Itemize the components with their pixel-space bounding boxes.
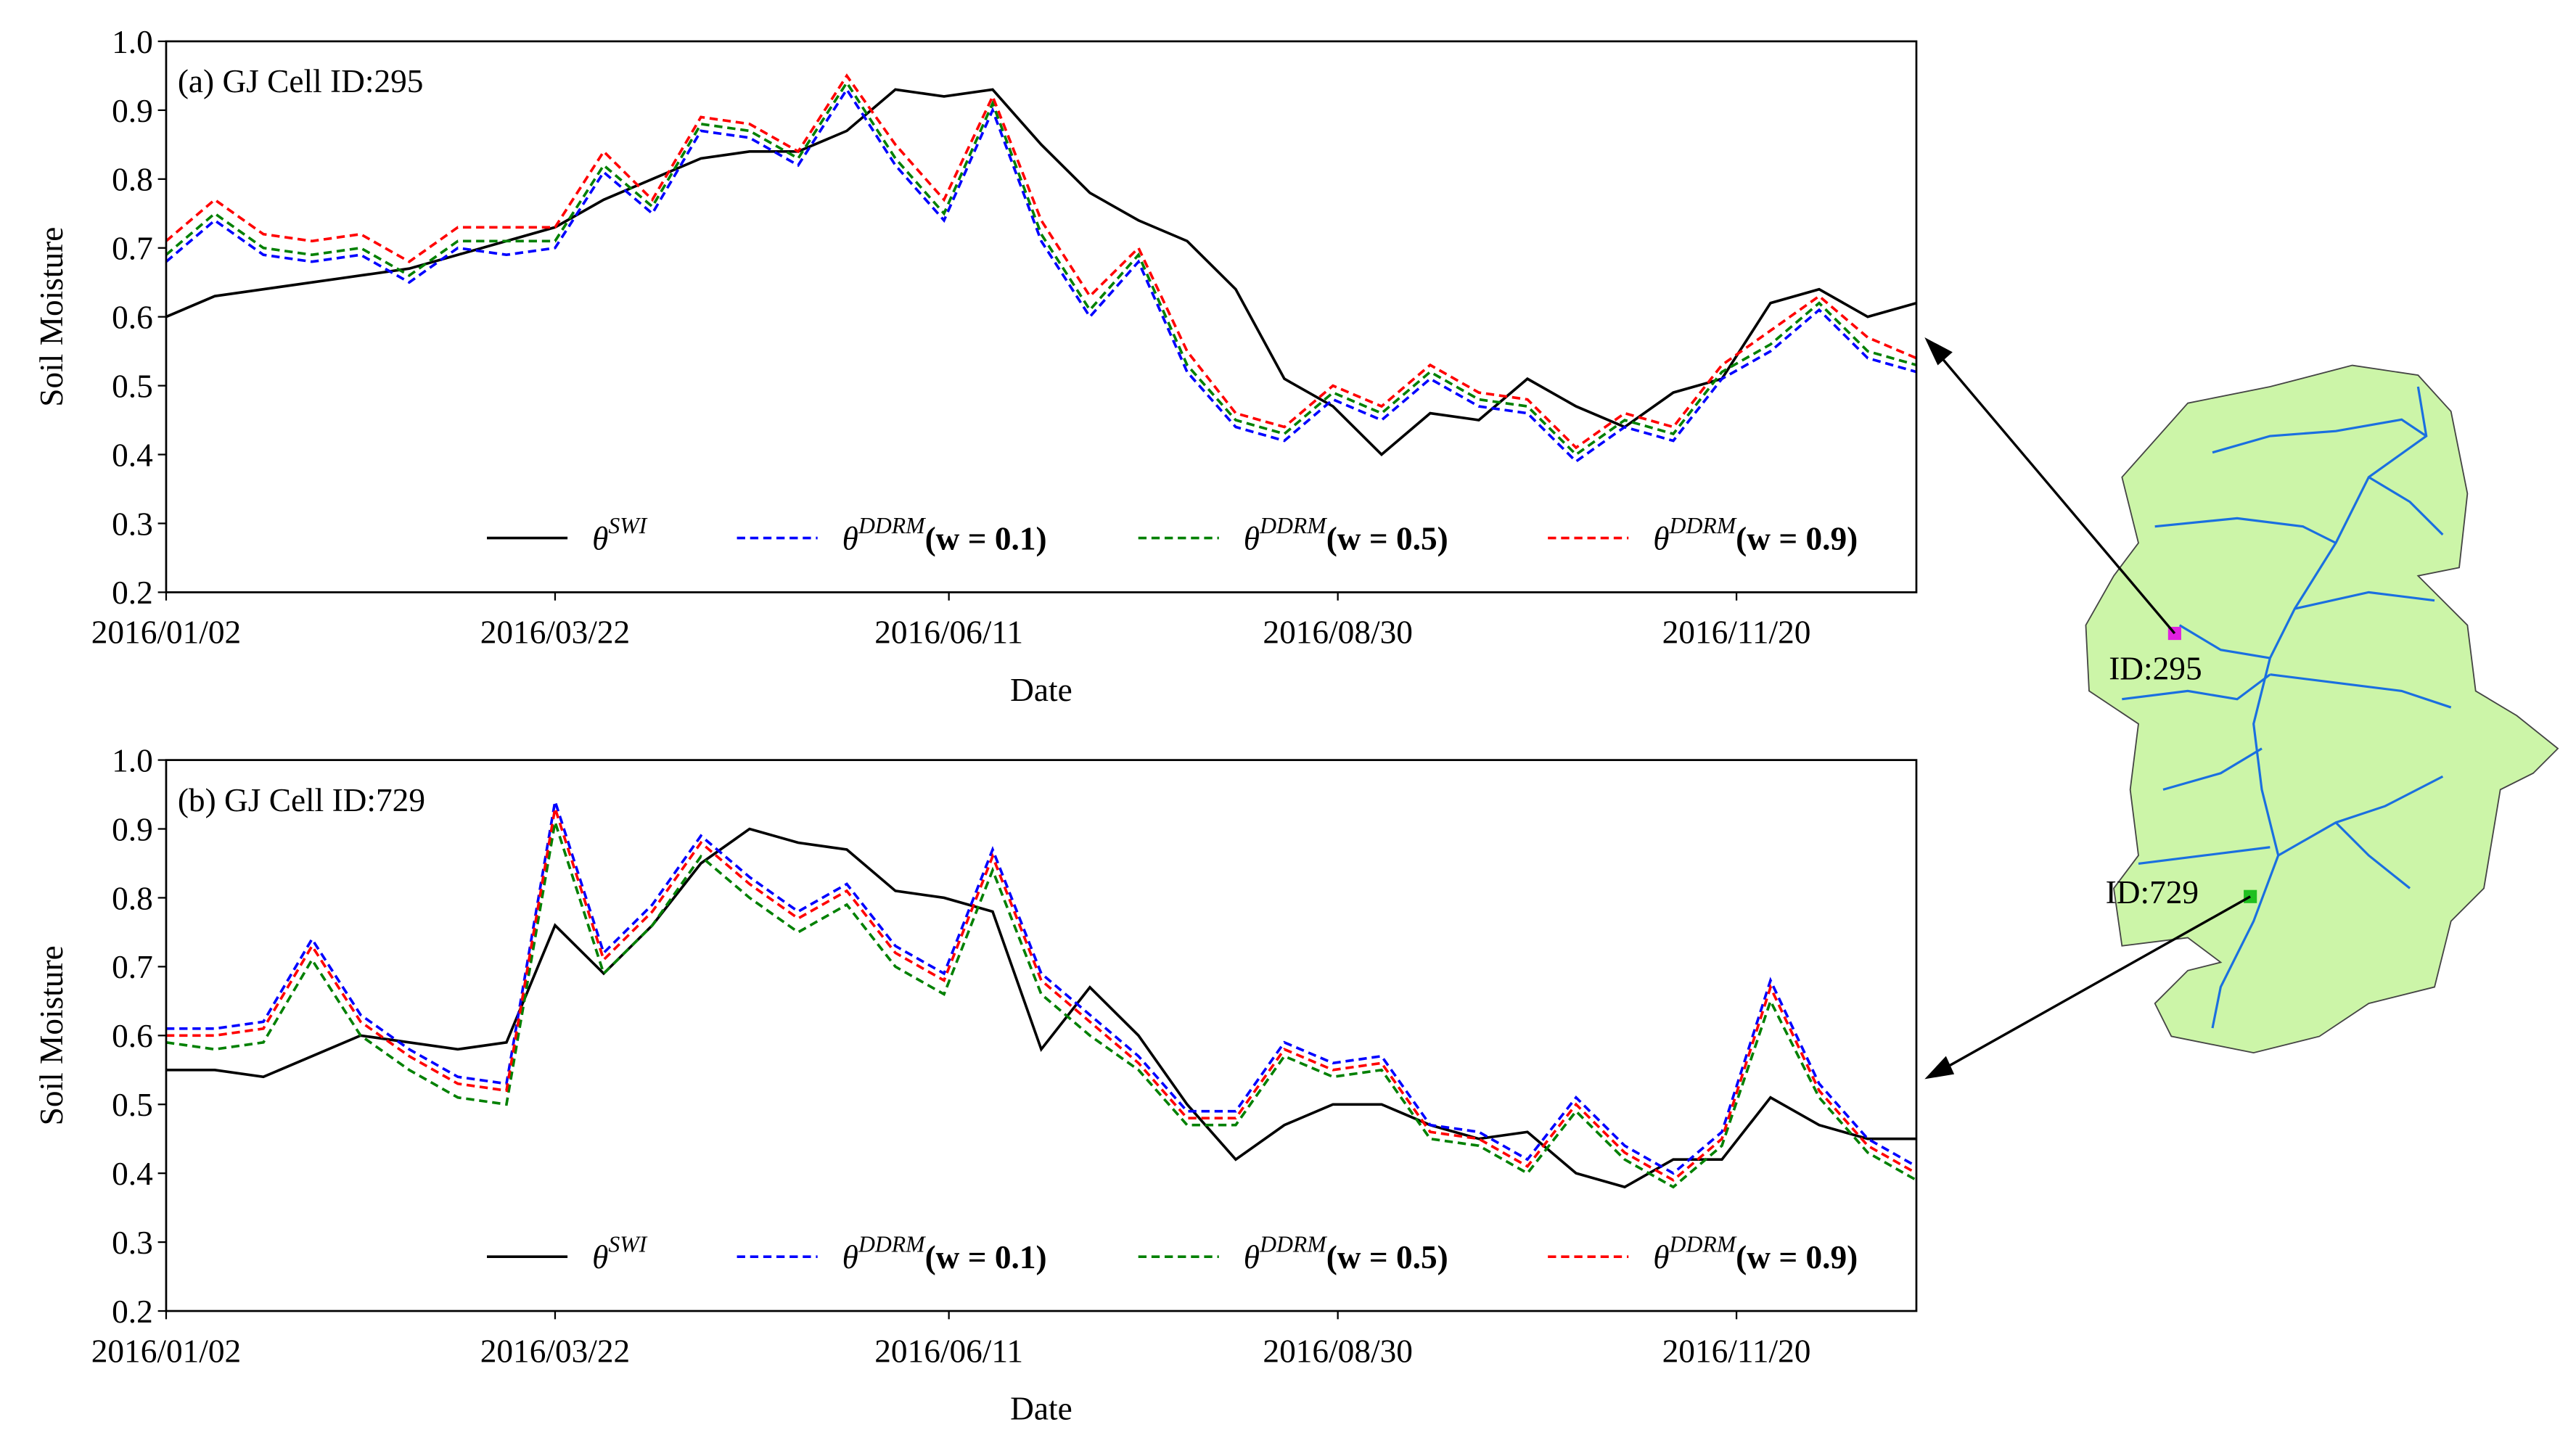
y-tick-label: 0.8 — [112, 162, 153, 198]
x-tick-label: 2016/11/20 — [1662, 614, 1811, 651]
x-tick-label: 2016/03/22 — [480, 614, 631, 651]
y-axis-label: Soil Moisture — [33, 945, 70, 1125]
y-tick-label: 0.3 — [112, 1225, 153, 1261]
y-tick-label: 0.9 — [112, 811, 153, 847]
legend-text: (w = 0.5) — [1326, 520, 1448, 556]
arrowhead — [1924, 337, 1953, 366]
legend-text: SWI — [608, 1231, 647, 1257]
legend-text: θ — [592, 520, 608, 556]
legend-text: θ — [592, 1239, 608, 1275]
legend-text: θ — [1244, 520, 1260, 556]
basin — [2085, 364, 2559, 1054]
y-tick-label: 0.3 — [112, 506, 153, 542]
series-line — [165, 73, 1917, 450]
legend-text: (w = 0.1) — [925, 520, 1047, 556]
map-label: ID:295 — [2109, 651, 2202, 687]
y-tick-label: 0.2 — [112, 575, 153, 611]
y-axis-label: Soil Moisture — [33, 227, 70, 407]
legend-text: DDRM — [858, 513, 926, 538]
x-tick-label: 2016/06/11 — [874, 1333, 1023, 1369]
legend-text: (w = 0.9) — [1736, 520, 1858, 556]
legend-text: DDRM — [1669, 1231, 1737, 1257]
y-tick-label: 0.8 — [112, 880, 153, 916]
legend-text: (w = 0.9) — [1736, 1239, 1858, 1275]
legend-text: θ — [842, 1239, 858, 1275]
y-tick-label: 0.5 — [112, 1087, 153, 1123]
panel-annotation: (a) GJ Cell ID:295 — [178, 63, 424, 99]
x-axis-label: Date — [1010, 1391, 1072, 1427]
series-line — [165, 821, 1917, 1189]
y-tick-label: 1.0 — [112, 742, 153, 778]
legend-entry: θDDRM(w = 0.1) — [842, 1231, 1047, 1275]
arrow — [1945, 895, 2251, 1069]
legend-text: (w = 0.5) — [1326, 1239, 1448, 1275]
legend-text: DDRM — [1259, 1231, 1327, 1257]
y-tick-label: 0.9 — [112, 93, 153, 129]
series-line — [165, 80, 1917, 456]
arrowhead — [1924, 1056, 1955, 1080]
legend-text: θ — [1653, 1239, 1669, 1275]
x-tick-label: 2016/03/22 — [480, 1333, 631, 1369]
x-tick-label: 2016/06/11 — [874, 614, 1023, 651]
legend-entry: θDDRM(w = 0.5) — [1244, 1231, 1448, 1275]
legend-text: θ — [842, 520, 858, 556]
legend-entry: θDDRM(w = 0.9) — [1653, 1231, 1858, 1275]
basin-map: ID:295 ID:729 — [1924, 337, 2559, 1080]
legend-entry: θSWI — [592, 513, 648, 557]
legend-entry: θDDRM(w = 0.9) — [1653, 513, 1858, 557]
legend-text: DDRM — [858, 1231, 926, 1257]
series-line — [165, 827, 1916, 1189]
y-tick-label: 1.0 — [112, 24, 153, 60]
series-line — [165, 801, 1917, 1175]
legend-entry: θSWI — [592, 1231, 648, 1275]
series-line — [165, 807, 1917, 1182]
x-axis-label: Date — [1010, 672, 1072, 708]
plot-frame — [165, 40, 1918, 593]
map-label: ID:729 — [2106, 874, 2199, 911]
x-tick-label: 2016/11/20 — [1662, 1333, 1811, 1369]
legend-text: DDRM — [1669, 513, 1737, 538]
x-tick-label: 2016/01/02 — [91, 1333, 242, 1369]
y-tick-label: 0.7 — [112, 949, 153, 985]
x-tick-label: 2016/08/30 — [1263, 1333, 1413, 1369]
plot-frame — [165, 759, 1918, 1312]
rivers — [2122, 386, 2452, 1029]
legend-entry: θDDRM(w = 0.1) — [842, 513, 1047, 557]
y-tick-label: 0.4 — [112, 1156, 153, 1192]
panel-annotation: (b) GJ Cell ID:729 — [178, 782, 425, 818]
legend-text: SWI — [608, 513, 647, 538]
series-line — [165, 87, 1917, 464]
legend-text: θ — [1653, 520, 1669, 556]
x-tick-label: 2016/08/30 — [1263, 614, 1413, 651]
y-tick-label: 0.6 — [112, 300, 153, 336]
y-tick-label: 0.6 — [112, 1018, 153, 1054]
x-tick-label: 2016/01/02 — [91, 614, 242, 651]
legend-text: θ — [1244, 1239, 1260, 1275]
y-tick-label: 0.4 — [112, 437, 153, 473]
series-line — [165, 88, 1917, 456]
legend-entry: θDDRM(w = 0.5) — [1244, 513, 1448, 557]
arrow — [1940, 356, 2176, 635]
legend-text: (w = 0.1) — [925, 1239, 1047, 1275]
legend-text: DDRM — [1259, 513, 1327, 538]
y-tick-label: 0.7 — [112, 231, 153, 267]
y-tick-label: 0.2 — [112, 1294, 153, 1330]
y-tick-label: 0.5 — [112, 368, 153, 404]
